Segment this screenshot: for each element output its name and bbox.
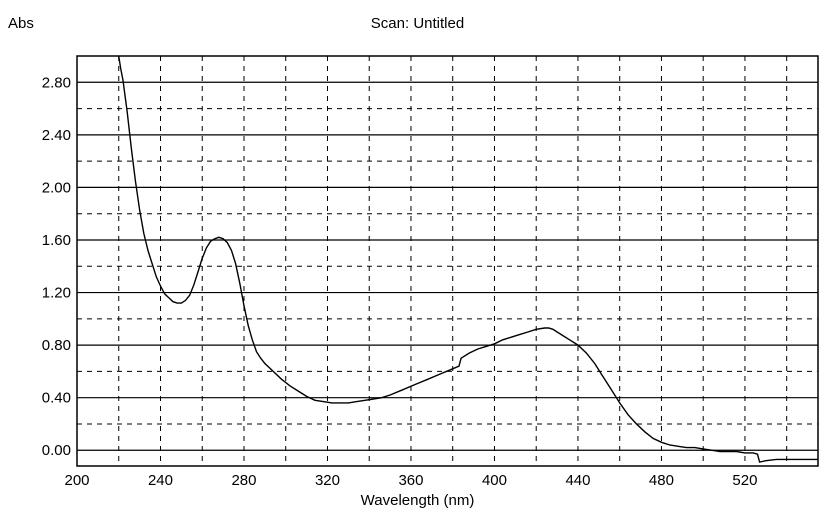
absorbance-line: [118, 55, 818, 463]
plot-frame: [76, 55, 819, 467]
chart-title: Scan: Untitled: [371, 15, 464, 32]
y-tick-label: 0.40: [42, 390, 71, 407]
y-tick-label: 1.60: [42, 232, 71, 249]
x-tick-label: 480: [649, 472, 674, 489]
y-axis-label: Abs: [8, 15, 34, 32]
x-tick-label: 200: [64, 472, 89, 489]
x-axis-label: Wavelength (nm): [361, 492, 475, 509]
y-tick-label: 1.20: [42, 285, 71, 302]
x-tick-label: 240: [148, 472, 173, 489]
y-tick-label: 2.40: [42, 127, 71, 144]
x-tick-label: 280: [231, 472, 256, 489]
tick-labels: 200 240 280 320 360 400 440 480 520 0.00 0.40 0.80 1…: [42, 74, 758, 489]
y-tick-label: 0.00: [42, 442, 71, 459]
x-tick-label: 440: [565, 472, 590, 489]
x-tick-label: 320: [315, 472, 340, 489]
x-tick-label: 400: [482, 472, 507, 489]
y-tick-label: 0.80: [42, 337, 71, 354]
x-tick-label: 360: [398, 472, 423, 489]
x-tick-label: 520: [732, 472, 757, 489]
y-tick-label: 2.00: [42, 179, 71, 196]
grid: [77, 55, 818, 466]
y-tick-label: 2.80: [42, 74, 71, 91]
